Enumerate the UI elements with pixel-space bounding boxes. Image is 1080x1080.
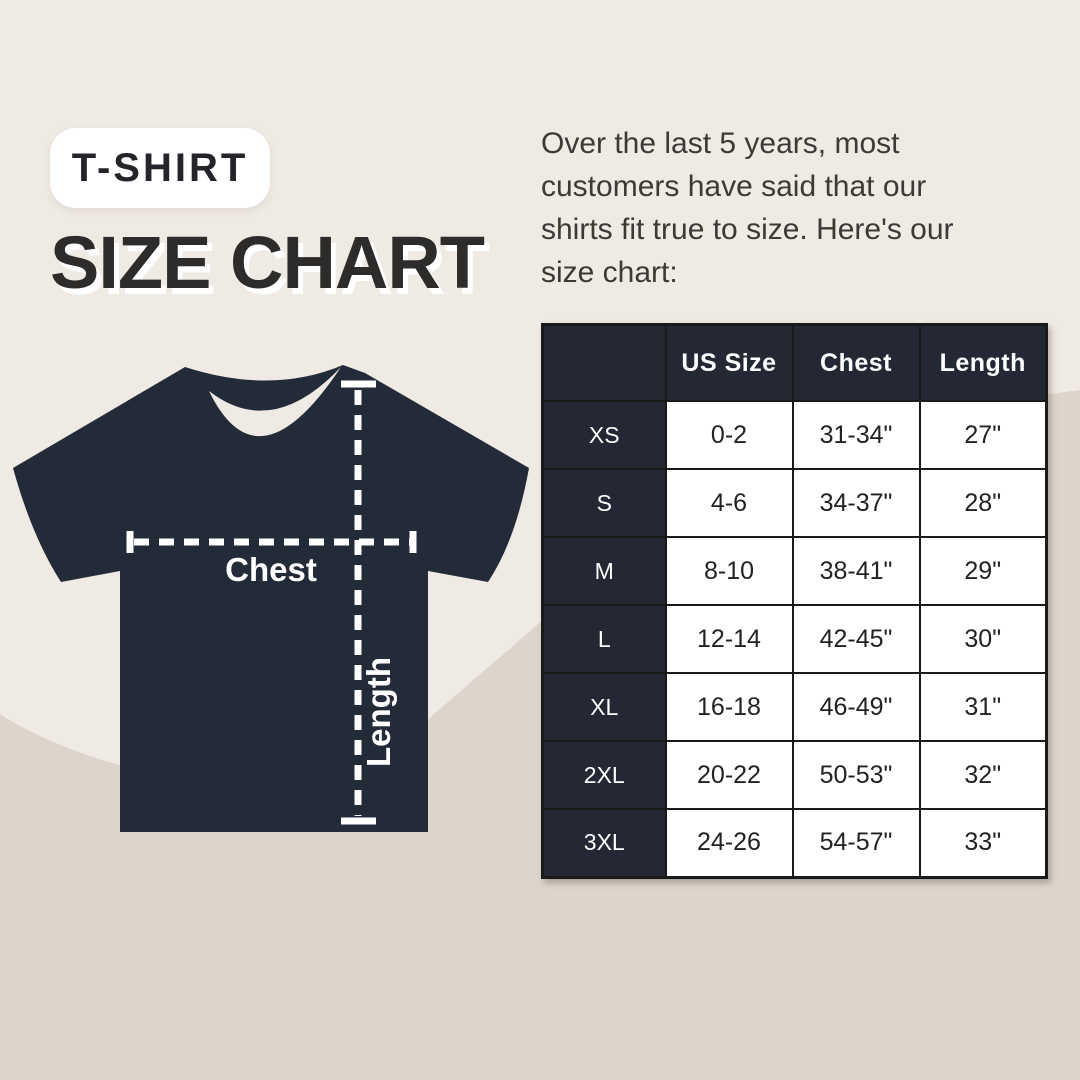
length-label: Length xyxy=(360,657,397,767)
size-row-label: XL xyxy=(541,672,667,742)
column-header: Chest xyxy=(791,323,921,402)
size-data-cell: 16-18 xyxy=(664,672,794,742)
intro-line: Over the last 5 years, most xyxy=(541,127,900,160)
size-data-cell: 0-2 xyxy=(664,400,794,470)
table-row: XS 0-2 31-34" 27" xyxy=(541,400,1048,470)
size-data-cell: 34-37" xyxy=(791,468,921,538)
size-row-label: S xyxy=(541,468,667,538)
size-data-cell: 42-45" xyxy=(791,604,921,674)
tshirt-badge-label: T-SHIRT xyxy=(71,145,249,190)
size-data-cell: 32" xyxy=(918,740,1048,810)
size-row-label: XS xyxy=(541,400,667,470)
column-header xyxy=(541,323,667,402)
size-data-cell: 30" xyxy=(918,604,1048,674)
size-row-label: L xyxy=(541,604,667,674)
table-row: S 4-6 34-37" 28" xyxy=(541,468,1048,538)
table-row: L 12-14 42-45" 30" xyxy=(541,604,1048,674)
size-data-cell: 29" xyxy=(918,536,1048,606)
intro-text: Over the last 5 years, most customers hav… xyxy=(541,122,1061,294)
table-row: 2XL 20-22 50-53" 32" xyxy=(541,740,1048,810)
intro-line: size chart: xyxy=(541,256,678,289)
size-data-cell: 50-53" xyxy=(791,740,921,810)
table-row: XL 16-18 46-49" 31" xyxy=(541,672,1048,742)
size-chart-table: US Size Chest Length XS 0-2 31-34" 27" S 4-6 34-… xyxy=(541,323,1048,879)
chest-label: Chest xyxy=(225,551,317,588)
size-data-cell: 8-10 xyxy=(664,536,794,606)
intro-line: customers have said that our xyxy=(541,170,927,203)
size-data-cell: 54-57" xyxy=(791,808,921,878)
size-data-cell: 24-26 xyxy=(664,808,794,878)
size-data-cell: 33" xyxy=(918,808,1048,878)
size-data-cell: 20-22 xyxy=(664,740,794,810)
size-row-label: M xyxy=(541,536,667,606)
size-data-cell: 4-6 xyxy=(664,468,794,538)
size-row-label: 2XL xyxy=(541,740,667,810)
table-header-row: US Size Chest Length xyxy=(541,323,1048,402)
table-row: M 8-10 38-41" 29" xyxy=(541,536,1048,606)
table-row: 3XL 24-26 54-57" 33" xyxy=(541,808,1048,878)
column-header: Length xyxy=(918,323,1048,402)
size-data-cell: 31-34" xyxy=(791,400,921,470)
column-header: US Size xyxy=(664,323,794,402)
size-data-cell: 31" xyxy=(918,672,1048,742)
tshirt-badge: T-SHIRT xyxy=(50,128,270,208)
intro-line: shirts fit true to size. Here's our xyxy=(541,213,954,246)
size-row-label: 3XL xyxy=(541,808,667,878)
page-title: SIZE CHART xyxy=(50,221,485,304)
size-data-cell: 46-49" xyxy=(791,672,921,742)
size-data-cell: 12-14 xyxy=(664,604,794,674)
size-data-cell: 28" xyxy=(918,468,1048,538)
size-data-cell: 38-41" xyxy=(791,536,921,606)
size-data-cell: 27" xyxy=(918,400,1048,470)
tshirt-silhouette xyxy=(13,365,529,832)
